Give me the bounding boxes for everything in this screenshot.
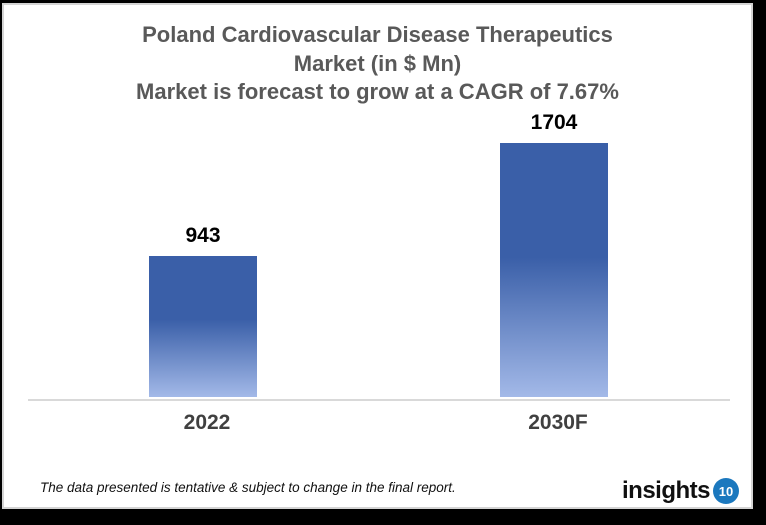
data-label-2030f: 1704 — [530, 111, 578, 134]
insights10-logo: insights 10 — [622, 477, 739, 505]
logo-badge-circle: 10 — [713, 478, 739, 504]
disclaimer-text: The data presented is tentative & subjec… — [40, 480, 456, 495]
chart-slide: Poland Cardiovascular Disease Therapeuti… — [2, 3, 753, 509]
chart-title-line2: Market (in $ Mn) — [293, 50, 462, 76]
chart-subtitle: Market is forecast to grow at a CAGR of … — [136, 79, 619, 104]
bar-2022 — [149, 256, 257, 397]
x-axis-label-2030f: 2030F — [528, 411, 588, 434]
bar-2030f — [500, 143, 608, 397]
data-label-2022: 943 — [185, 224, 221, 247]
bar-group-2030f: 1704 — [500, 112, 608, 397]
x-axis-line — [28, 399, 730, 401]
logo-wordmark: insights — [621, 477, 711, 504]
chart-title-line1: Poland Cardiovascular Disease Therapeuti… — [142, 22, 613, 47]
chart-title-block: Poland Cardiovascular Disease Therapeuti… — [4, 21, 751, 107]
x-axis-label-2022: 2022 — [183, 411, 231, 434]
bar-group-2022: 943 — [149, 225, 257, 397]
